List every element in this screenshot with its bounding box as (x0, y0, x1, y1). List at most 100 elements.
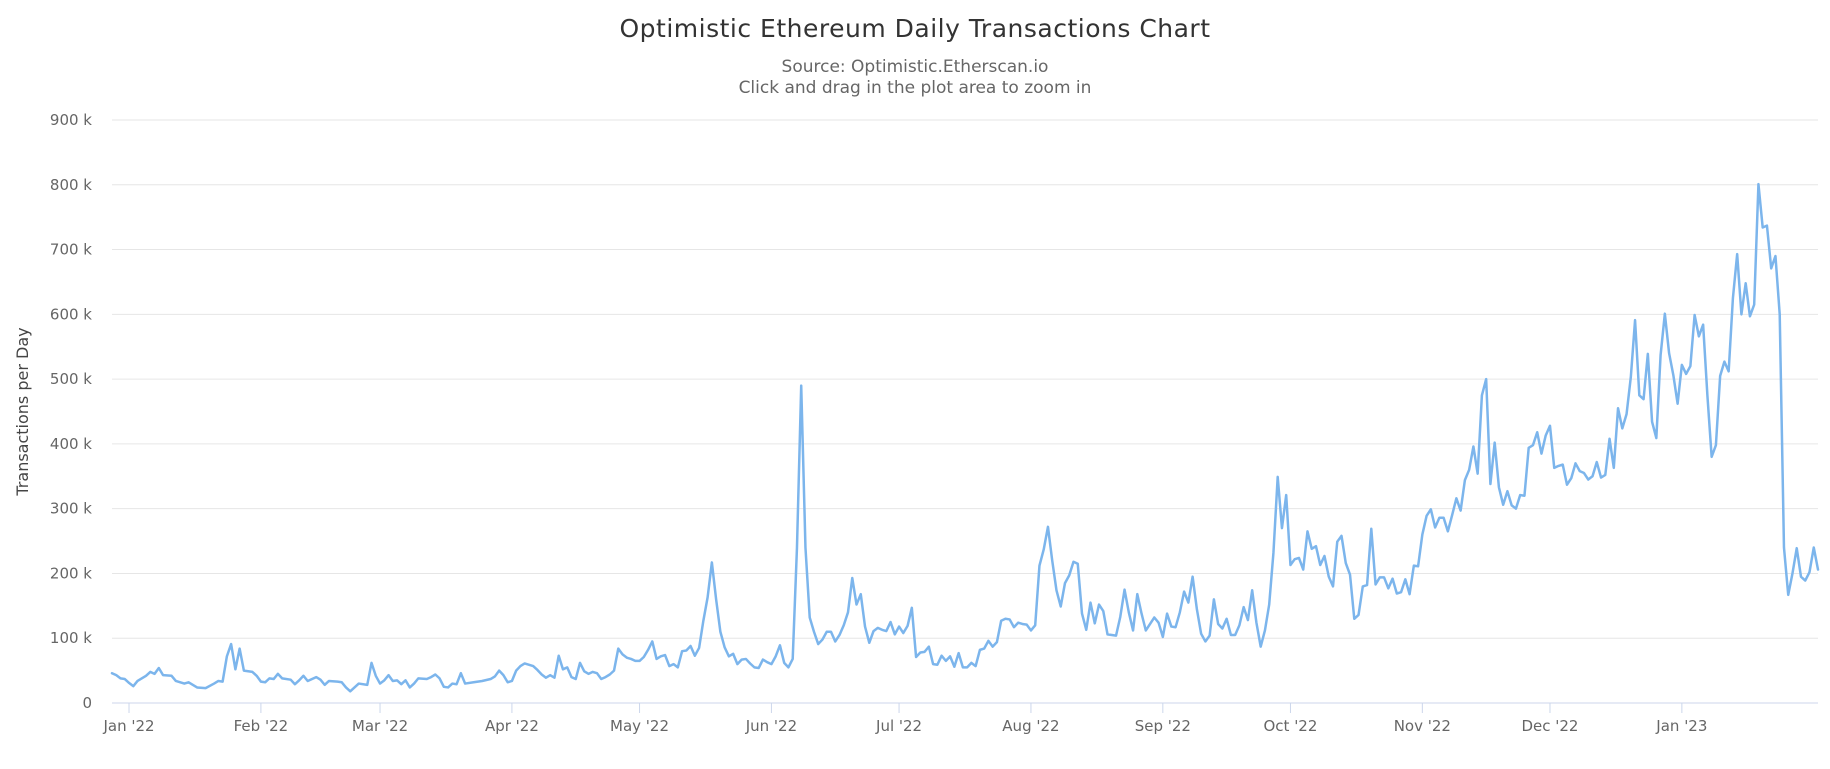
data-point[interactable] (289, 678, 293, 682)
data-point[interactable] (1199, 632, 1203, 636)
data-point[interactable] (1331, 584, 1335, 588)
data-point[interactable] (131, 684, 135, 688)
data-point[interactable] (1714, 443, 1718, 447)
data-point[interactable] (1565, 483, 1569, 487)
data-point[interactable] (714, 597, 718, 601)
data-point[interactable] (1752, 303, 1756, 307)
data-point[interactable] (795, 546, 799, 550)
data-point[interactable] (1769, 266, 1773, 270)
data-point[interactable] (1807, 570, 1811, 574)
data-point[interactable] (1076, 562, 1080, 566)
data-point[interactable] (1786, 593, 1790, 597)
data-point[interactable] (1629, 375, 1633, 379)
data-point[interactable] (1340, 534, 1344, 538)
data-point[interactable] (706, 595, 710, 599)
data-point[interactable] (1242, 605, 1246, 609)
data-point[interactable] (335, 680, 339, 684)
data-point[interactable] (1518, 493, 1522, 497)
data-point[interactable] (1093, 621, 1097, 625)
data-point[interactable] (1705, 393, 1709, 397)
data-point[interactable] (123, 677, 127, 681)
data-point[interactable] (1403, 577, 1407, 581)
data-point[interactable] (1361, 584, 1365, 588)
data-point[interactable] (161, 673, 165, 677)
data-point[interactable] (1259, 645, 1263, 649)
data-point[interactable] (1433, 525, 1437, 529)
data-point[interactable] (1254, 621, 1258, 625)
data-point[interactable] (1616, 406, 1620, 410)
data-point[interactable] (927, 645, 931, 649)
data-point[interactable] (212, 682, 216, 686)
data-point[interactable] (353, 685, 357, 689)
data-point[interactable] (170, 674, 174, 678)
data-point[interactable] (136, 679, 140, 683)
data-point[interactable] (1586, 478, 1590, 482)
data-point[interactable] (1471, 444, 1475, 448)
data-point[interactable] (1663, 312, 1667, 316)
data-point[interactable] (1348, 573, 1352, 577)
data-point[interactable] (676, 665, 680, 669)
data-point[interactable] (1288, 563, 1292, 567)
data-point[interactable] (621, 652, 625, 656)
data-point[interactable] (727, 654, 731, 658)
data-point[interactable] (918, 650, 922, 654)
data-point[interactable] (540, 673, 544, 677)
data-point[interactable] (1816, 568, 1820, 572)
data-point[interactable] (365, 683, 369, 687)
data-point[interactable] (1186, 601, 1190, 605)
data-point[interactable] (433, 673, 437, 677)
data-point[interactable] (1676, 402, 1680, 406)
data-point[interactable] (774, 654, 778, 658)
data-point[interactable] (110, 671, 114, 675)
data-point[interactable] (1301, 568, 1305, 572)
data-point[interactable] (1684, 372, 1688, 376)
data-point[interactable] (314, 675, 318, 679)
data-point[interactable] (1016, 621, 1020, 625)
data-point[interactable] (280, 676, 284, 680)
data-point[interactable] (1106, 632, 1110, 636)
data-point[interactable] (438, 676, 442, 680)
data-point[interactable] (710, 560, 714, 564)
data-point[interactable] (803, 546, 807, 550)
data-point[interactable] (1680, 363, 1684, 367)
data-point[interactable] (1408, 592, 1412, 596)
data-point[interactable] (1429, 507, 1433, 511)
data-point[interactable] (425, 677, 429, 681)
data-point[interactable] (1654, 436, 1658, 440)
data-point[interactable] (855, 603, 859, 607)
data-point[interactable] (1446, 529, 1450, 533)
data-point[interactable] (1046, 525, 1050, 529)
data-point[interactable] (301, 674, 305, 678)
data-point[interactable] (638, 659, 642, 663)
data-point[interactable] (1527, 446, 1531, 450)
data-point[interactable] (148, 670, 152, 674)
data-point[interactable] (786, 665, 790, 669)
data-point[interactable] (1178, 610, 1182, 614)
data-point[interactable] (642, 655, 646, 659)
data-point[interactable] (187, 680, 191, 684)
data-point[interactable] (1050, 558, 1054, 562)
data-point[interactable] (1131, 628, 1135, 632)
data-point[interactable] (1220, 627, 1224, 631)
data-point[interactable] (195, 685, 199, 689)
data-point[interactable] (744, 657, 748, 661)
data-point[interactable] (518, 664, 522, 668)
data-point[interactable] (1042, 547, 1046, 551)
data-point[interactable] (761, 658, 765, 662)
data-point[interactable] (872, 629, 876, 633)
data-point[interactable] (952, 665, 956, 669)
data-point[interactable] (897, 625, 901, 629)
data-point[interactable] (663, 653, 667, 657)
data-point[interactable] (723, 645, 727, 649)
data-point[interactable] (1778, 312, 1782, 316)
data-point[interactable] (1237, 623, 1241, 627)
data-point[interactable] (880, 628, 884, 632)
data-point[interactable] (816, 642, 820, 646)
data-point[interactable] (1374, 582, 1378, 586)
data-point[interactable] (1799, 575, 1803, 579)
data-point[interactable] (1671, 373, 1675, 377)
data-point[interactable] (225, 654, 229, 658)
data-point[interactable] (1812, 546, 1816, 550)
data-point[interactable] (450, 682, 454, 686)
data-point[interactable] (944, 659, 948, 663)
